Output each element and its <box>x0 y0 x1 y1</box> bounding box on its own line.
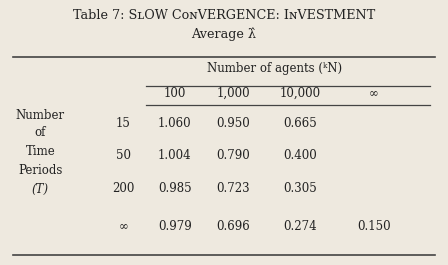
Text: 0.979: 0.979 <box>158 220 192 233</box>
Text: Time: Time <box>26 144 55 158</box>
Text: ∞: ∞ <box>118 220 128 233</box>
Text: 0.400: 0.400 <box>283 148 317 162</box>
Text: 0.150: 0.150 <box>357 220 391 233</box>
Text: 0.305: 0.305 <box>283 182 317 195</box>
Text: ∞: ∞ <box>369 87 379 100</box>
Text: of: of <box>34 126 46 139</box>
Text: 10,000: 10,000 <box>280 87 321 100</box>
Text: 1,000: 1,000 <box>216 87 250 100</box>
Text: 15: 15 <box>116 117 131 130</box>
Text: Periods: Periods <box>18 164 63 178</box>
Text: 1.060: 1.060 <box>158 117 192 130</box>
Text: Number of agents (ᵏN): Number of agents (ᵏN) <box>207 62 342 75</box>
Text: 1.004: 1.004 <box>158 148 192 162</box>
Text: Table 7: SʟOW CᴏɴVERGENCE: IɴVESTMENT: Table 7: SʟOW CᴏɴVERGENCE: IɴVESTMENT <box>73 9 375 22</box>
Text: 0.665: 0.665 <box>283 117 317 130</box>
Text: Number: Number <box>16 109 65 122</box>
Text: 0.723: 0.723 <box>216 182 250 195</box>
Text: 0.274: 0.274 <box>283 220 317 233</box>
Text: 0.985: 0.985 <box>158 182 192 195</box>
Text: 0.790: 0.790 <box>216 148 250 162</box>
Text: Average λ̂: Average λ̂ <box>191 28 257 41</box>
Text: 100: 100 <box>164 87 186 100</box>
Text: 50: 50 <box>116 148 131 162</box>
Text: 200: 200 <box>112 182 134 195</box>
Text: 0.696: 0.696 <box>216 220 250 233</box>
Text: (T): (T) <box>32 183 49 196</box>
Text: 0.950: 0.950 <box>216 117 250 130</box>
